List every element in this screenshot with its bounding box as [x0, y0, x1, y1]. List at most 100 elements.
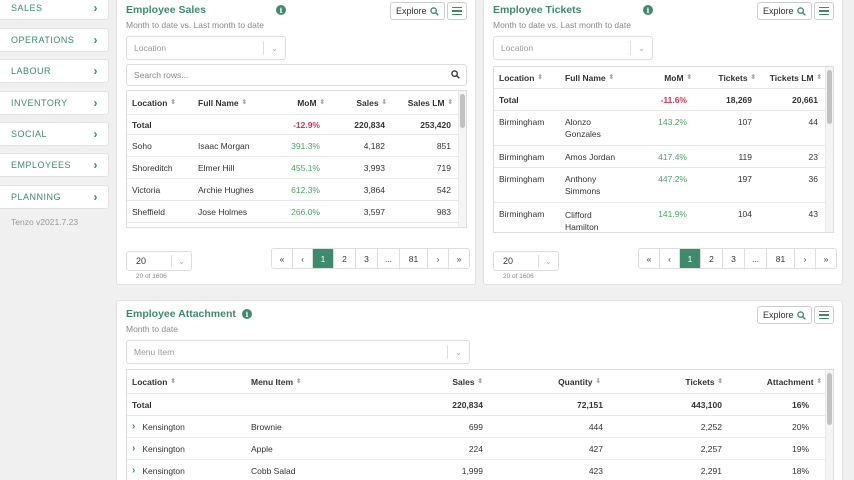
page-81-button[interactable]: 81	[767, 249, 795, 268]
sort-icon: ⬍	[686, 73, 692, 81]
sort-icon: ⬍	[319, 98, 325, 106]
table-row[interactable]: Soho Isaac Morgan 391.3% 4,182 851	[127, 135, 466, 157]
location-select[interactable]: Location ⌄	[126, 36, 286, 60]
col-attachment[interactable]: Attachment ⬍	[766, 376, 822, 387]
col-full-name[interactable]: Full Name ⬍	[198, 97, 248, 108]
location-placeholder: Location	[501, 43, 534, 53]
page-81-button[interactable]: 81	[400, 249, 428, 268]
page-3-button[interactable]: 3	[356, 249, 378, 268]
nav-item-sales[interactable]: SALES ›	[0, 0, 109, 20]
nav-item-operations[interactable]: OPERATIONS ›	[0, 28, 109, 52]
location-placeholder: Location	[134, 43, 167, 53]
scrollbar-thumb[interactable]	[460, 94, 465, 128]
explore-button[interactable]: Explore	[757, 2, 812, 20]
page-next-button[interactable]: ›	[428, 249, 449, 268]
table-row[interactable]: › Kensington Cobb Salad 1,999 423 2,291 1…	[127, 460, 833, 480]
sort-icon: ⬍	[750, 73, 756, 81]
page-first-button[interactable]: «	[272, 249, 293, 268]
col-location[interactable]: Location ⬍	[132, 376, 176, 387]
table-row[interactable]: Birmingham Anthony Simmons 447.2% 197 36	[494, 168, 833, 203]
col-menu-item[interactable]: Menu Item ⬍	[251, 376, 302, 387]
page-next-button[interactable]: ›	[795, 249, 816, 268]
menu-button[interactable]	[447, 2, 467, 20]
expand-icon[interactable]: ›	[132, 464, 136, 476]
nav-label: PLANNING	[11, 192, 62, 202]
explore-label: Explore	[763, 6, 794, 16]
card-subtitle: Month to date	[126, 324, 178, 334]
expand-icon[interactable]: ›	[132, 442, 136, 454]
chevron-down-icon: ⌄	[263, 41, 285, 55]
pagination: « ‹ 1 2 3 ... 81 › »	[638, 248, 837, 269]
nav-label: OPERATIONS	[11, 35, 75, 45]
explore-button[interactable]: Explore	[390, 2, 445, 20]
table-row[interactable]: Birmingham Amos Jordan 417.4% 119 23	[494, 146, 833, 168]
chevron-right-icon: ›	[93, 64, 98, 78]
page-size-select[interactable]: 20 ⌄	[493, 251, 559, 271]
expand-icon[interactable]: ›	[132, 420, 136, 432]
col-sales[interactable]: Sales ⬍	[452, 376, 483, 387]
scrollbar-thumb[interactable]	[827, 373, 832, 425]
nav-item-inventory[interactable]: INVENTORY ›	[0, 91, 109, 115]
table-row[interactable]: Victoria Archie Hughes 612.3% 3,864 542	[127, 179, 466, 201]
page-last-button[interactable]: »	[823, 253, 829, 264]
chevron-right-icon: ›	[93, 127, 98, 141]
nav-item-employees[interactable]: EMPLOYEES ›	[0, 153, 109, 177]
page-2-button[interactable]: 2	[701, 249, 723, 268]
sort-icon: ⬍	[537, 73, 543, 81]
menu-button[interactable]	[814, 306, 834, 324]
table-row[interactable]: › Kensington Apple 224 427 2,257 19%	[127, 438, 833, 460]
nav-item-social[interactable]: SOCIAL ›	[0, 122, 109, 146]
table-row[interactable]: Birmingham Alonzo Gonzales 143.2% 107 44	[494, 111, 833, 146]
page-2-button[interactable]: 2	[334, 249, 356, 268]
scrollbar-thumb[interactable]	[827, 70, 832, 124]
page-prev-button[interactable]: ‹	[660, 249, 680, 268]
table-header-row: Location ⬍ Menu Item ⬍ Sales ⬍ Quantity ⬇ Ti…	[127, 370, 833, 394]
col-mom[interactable]: MoM ⬍	[664, 72, 692, 83]
info-icon[interactable]: i	[242, 309, 252, 319]
nav-label: EMPLOYEES	[11, 160, 72, 170]
search-rows-input[interactable]: Search rows...	[126, 64, 467, 86]
table-scrollbar[interactable]	[825, 370, 833, 480]
nav-item-planning[interactable]: PLANNING ›	[0, 185, 109, 209]
table-row[interactable]: Shoreditch Elmer Hill 455.1% 3,993 719	[127, 157, 466, 179]
col-tickets[interactable]: Tickets ⬍	[685, 376, 723, 387]
card-title: Employee Sales	[126, 4, 206, 16]
col-tickets-lm[interactable]: Tickets LM ⬍	[769, 72, 822, 83]
card-subtitle: Month to date vs. Last month to date	[126, 20, 264, 30]
hamburger-icon	[819, 310, 829, 313]
table-scrollbar[interactable]	[458, 91, 466, 227]
info-icon[interactable]: i	[643, 5, 653, 15]
table-scrollbar[interactable]	[825, 67, 833, 232]
total-row: Total -12.9% 220,834 253,420	[127, 115, 466, 135]
page-3-button[interactable]: 3	[723, 249, 745, 268]
card-title: Employee Attachment	[126, 308, 236, 320]
page-size-select[interactable]: 20 ⌄	[126, 251, 192, 271]
menu-item-select[interactable]: Menu Item ⌄	[126, 340, 470, 364]
menu-button[interactable]	[814, 2, 834, 20]
chevron-down-icon: ⌄	[538, 255, 558, 267]
page-first-button[interactable]: «	[639, 249, 660, 268]
page-1-button[interactable]: 1	[680, 249, 701, 268]
col-tickets[interactable]: Tickets ⬍	[718, 72, 756, 83]
table-row[interactable]: Birmingham Clifford Hamilton 141.9% 104 …	[499, 209, 818, 232]
col-sales-lm[interactable]: Sales LM ⬍	[407, 97, 453, 108]
chevron-down-icon: ⌄	[447, 345, 469, 359]
col-location[interactable]: Location ⬍	[499, 72, 543, 83]
info-icon[interactable]: i	[276, 5, 286, 15]
col-sales[interactable]: Sales ⬇	[356, 97, 387, 108]
col-full-name[interactable]: Full Name ⬍	[565, 72, 615, 83]
table-row[interactable]: › Kensington Brownie 699 444 2,252 20%	[127, 416, 833, 438]
nav-item-labour[interactable]: LABOUR ›	[0, 59, 109, 83]
nav-label: SALES	[11, 3, 43, 13]
page-last-button[interactable]: »	[456, 253, 462, 264]
total-row: Total -11.6% 18,269 20,661	[494, 89, 833, 111]
location-select[interactable]: Location ⌄	[493, 36, 653, 60]
col-quantity[interactable]: Quantity ⬇	[558, 376, 601, 387]
table-row[interactable]: Sheffield Jose Holmes 266.0% 3,597 983	[127, 201, 466, 223]
col-mom[interactable]: MoM ⬍	[297, 97, 325, 108]
col-location[interactable]: Location ⬍	[132, 97, 176, 108]
explore-button[interactable]: Explore	[757, 306, 812, 324]
page-prev-button[interactable]: ‹	[293, 249, 313, 268]
sort-icon: ⬍	[717, 377, 723, 385]
page-1-button[interactable]: 1	[313, 249, 334, 268]
